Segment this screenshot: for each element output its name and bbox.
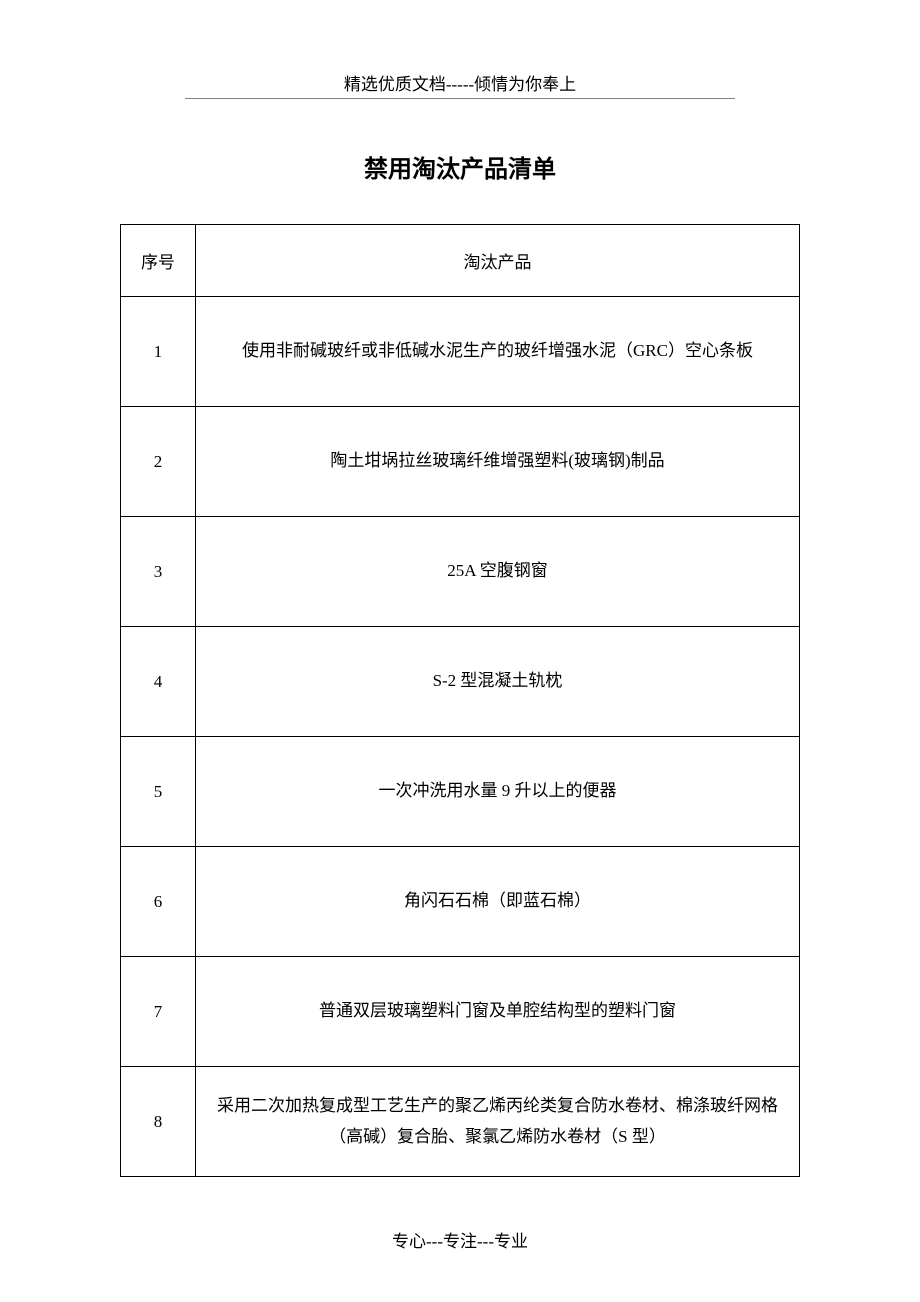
cell-index: 6 (121, 847, 196, 957)
column-header-index: 序号 (121, 225, 196, 297)
page-container: 精选优质文档-----倾情为你奉上 禁用淘汰产品清单 序号 淘汰产品 1 使用非… (0, 0, 920, 1302)
cell-product: 25A 空腹钢窗 (196, 517, 800, 627)
table-row: 1 使用非耐碱玻纤或非低碱水泥生产的玻纤增强水泥（GRC）空心条板 (121, 297, 800, 407)
table-header-row: 序号 淘汰产品 (121, 225, 800, 297)
table-row: 5 一次冲洗用水量 9 升以上的便器 (121, 737, 800, 847)
cell-index: 3 (121, 517, 196, 627)
cell-product: S-2 型混凝土轨枕 (196, 627, 800, 737)
header-underline (185, 98, 735, 99)
table-row: 2 陶土坩埚拉丝玻璃纤维增强塑料(玻璃钢)制品 (121, 407, 800, 517)
cell-index: 2 (121, 407, 196, 517)
cell-index: 7 (121, 957, 196, 1067)
header-text: 精选优质文档-----倾情为你奉上 (120, 70, 800, 95)
table-row: 4 S-2 型混凝土轨枕 (121, 627, 800, 737)
cell-product: 陶土坩埚拉丝玻璃纤维增强塑料(玻璃钢)制品 (196, 407, 800, 517)
cell-product: 采用二次加热复成型工艺生产的聚乙烯丙纶类复合防水卷材、棉涤玻纤网格（高碱）复合胎… (196, 1067, 800, 1177)
cell-product: 角闪石石棉（即蓝石棉） (196, 847, 800, 957)
cell-product: 普通双层玻璃塑料门窗及单腔结构型的塑料门窗 (196, 957, 800, 1067)
page-title: 禁用淘汰产品清单 (120, 149, 800, 184)
cell-index: 4 (121, 627, 196, 737)
table-row: 6 角闪石石棉（即蓝石棉） (121, 847, 800, 957)
cell-index: 5 (121, 737, 196, 847)
table-row: 3 25A 空腹钢窗 (121, 517, 800, 627)
footer-text: 专心---专注---专业 (120, 1187, 800, 1252)
cell-index: 1 (121, 297, 196, 407)
products-table: 序号 淘汰产品 1 使用非耐碱玻纤或非低碱水泥生产的玻纤增强水泥（GRC）空心条… (120, 224, 800, 1177)
cell-product: 一次冲洗用水量 9 升以上的便器 (196, 737, 800, 847)
cell-product: 使用非耐碱玻纤或非低碱水泥生产的玻纤增强水泥（GRC）空心条板 (196, 297, 800, 407)
table-row: 8 采用二次加热复成型工艺生产的聚乙烯丙纶类复合防水卷材、棉涤玻纤网格（高碱）复… (121, 1067, 800, 1177)
cell-index: 8 (121, 1067, 196, 1177)
table-row: 7 普通双层玻璃塑料门窗及单腔结构型的塑料门窗 (121, 957, 800, 1067)
column-header-product: 淘汰产品 (196, 225, 800, 297)
